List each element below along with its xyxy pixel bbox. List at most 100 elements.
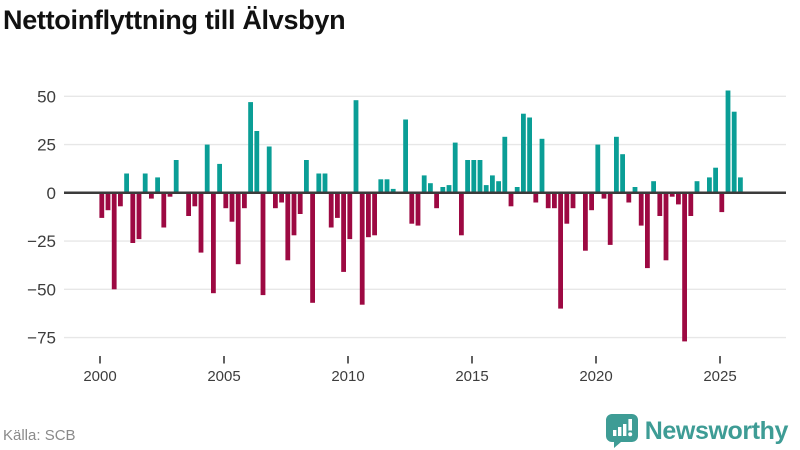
bar-2001-Q4 (142, 173, 148, 193)
newsworthy-wordmark: Newsworthy (644, 416, 789, 445)
bar-2012-Q4 (415, 192, 421, 226)
bar-2018-Q3 (558, 192, 563, 309)
bar-2023-Q3 (682, 192, 687, 342)
bar-2025-Q1 (719, 192, 725, 213)
bar-2018-Q1 (545, 192, 551, 209)
bar-2020-Q3 (607, 192, 613, 245)
bar-2007-Q2 (279, 192, 284, 203)
bar-2012-Q3 (409, 192, 415, 224)
bar-2021-Q2 (626, 192, 632, 203)
bar-2011-Q2 (378, 179, 384, 193)
speech-bubble-shape (605, 414, 638, 448)
bar-2022-Q2 (651, 181, 656, 193)
bar-2014-Q4 (465, 160, 470, 193)
bar-2002-Q3 (161, 192, 167, 228)
bar-2024-Q4 (713, 167, 718, 193)
source-note: Källa: SCB (3, 427, 76, 444)
exclamation-dot (627, 432, 632, 437)
bar-2013-Q2 (428, 183, 433, 193)
bar-2024-Q3 (707, 177, 712, 193)
bar-2025-Q3 (731, 111, 737, 193)
bar-2005-Q3 (235, 192, 241, 265)
bar-2022-Q3 (657, 192, 663, 216)
bar-2017-Q4 (539, 138, 545, 193)
bar-2012-Q2 (403, 119, 408, 193)
bar-2004-Q3 (211, 192, 216, 294)
bar-2020-Q1 (595, 144, 601, 193)
bar-2004-Q1 (198, 192, 204, 253)
bar-2013-Q4 (440, 187, 446, 193)
bar-2010-Q1 (347, 192, 353, 240)
bar-2003-Q3 (186, 192, 191, 216)
bar-2000-Q2 (105, 192, 111, 211)
bar-2002-Q1 (149, 192, 154, 199)
bar-2014-Q1 (446, 185, 452, 193)
bar-2004-Q2 (204, 144, 210, 193)
y-axis-label-25: 25 (37, 136, 56, 155)
bar-2006-Q3 (260, 192, 266, 296)
y-axis-label-50: 50 (37, 87, 56, 106)
bar-2001-Q1 (124, 173, 129, 193)
bar-2001-Q3 (136, 192, 142, 240)
bar-2011-Q4 (390, 188, 396, 193)
bar-2005-Q1 (223, 192, 229, 209)
bar-2006-Q1 (248, 102, 253, 193)
bar-2008-Q2 (304, 160, 309, 193)
bar-2017-Q2 (527, 117, 532, 193)
bar-2025-Q4 (738, 177, 743, 193)
bar-2002-Q2 (155, 177, 160, 193)
bar-2004-Q4 (217, 163, 222, 193)
bar-2003-Q1 (173, 160, 179, 193)
x-axis-label-2010: 2010 (331, 368, 364, 385)
bar-2014-Q3 (459, 192, 464, 236)
bar-2016-Q3 (508, 192, 514, 207)
x-axis-label-2025: 2025 (703, 368, 736, 385)
bar-2008-Q4 (316, 173, 322, 193)
exclamation-bar (628, 419, 632, 431)
bar-2025-Q2 (725, 90, 731, 193)
bar-2019-Q1 (570, 192, 576, 209)
bar-2005-Q2 (229, 192, 235, 222)
bar-2011-Q3 (384, 179, 390, 193)
bar-2020-Q4 (614, 136, 619, 193)
bar-2010-Q2 (353, 100, 359, 193)
mini-bar-3 (622, 424, 627, 436)
bar-2020-Q2 (601, 192, 607, 199)
y-axis-label-0: 0 (47, 184, 56, 203)
bar-2024-Q1 (694, 181, 700, 193)
x-axis-label-2005: 2005 (207, 368, 240, 385)
bar-2001-Q2 (130, 192, 136, 243)
bar-2011-Q1 (372, 192, 377, 236)
bar-2009-Q4 (341, 192, 346, 272)
bar-2019-Q4 (589, 192, 594, 211)
bar-2021-Q4 (638, 192, 644, 226)
x-axis-label-2020: 2020 (579, 368, 612, 385)
bar-2007-Q3 (285, 192, 291, 261)
bar-2008-Q3 (310, 192, 315, 303)
bar-2013-Q3 (434, 192, 439, 209)
bar-2017-Q3 (533, 192, 539, 203)
bar-2016-Q2 (502, 136, 508, 193)
bar-2018-Q4 (564, 192, 570, 224)
bar-2021-Q1 (620, 154, 625, 193)
bar-2018-Q2 (552, 192, 557, 209)
newsworthy-brand: Newsworthy (605, 413, 789, 449)
bar-2000-Q4 (118, 192, 123, 207)
bar-2007-Q1 (273, 192, 278, 209)
y-axis-label--75: −75 (27, 329, 56, 348)
bar-2019-Q3 (583, 192, 588, 251)
chart-title: Nettoinflyttning till Älvsbyn (3, 5, 346, 35)
newsworthy-logo-icon (605, 414, 638, 448)
bar-2015-Q4 (490, 175, 495, 193)
bar-2000-Q1 (99, 192, 105, 218)
bar-2017-Q1 (521, 113, 526, 193)
bar-2007-Q4 (291, 192, 297, 236)
bar-2016-Q4 (514, 187, 520, 193)
bar-2008-Q1 (297, 192, 303, 214)
bar-2023-Q4 (688, 192, 694, 216)
bar-2022-Q4 (663, 192, 669, 261)
mini-bar-1 (612, 430, 617, 436)
x-axis-label-2000: 2000 (83, 368, 116, 385)
